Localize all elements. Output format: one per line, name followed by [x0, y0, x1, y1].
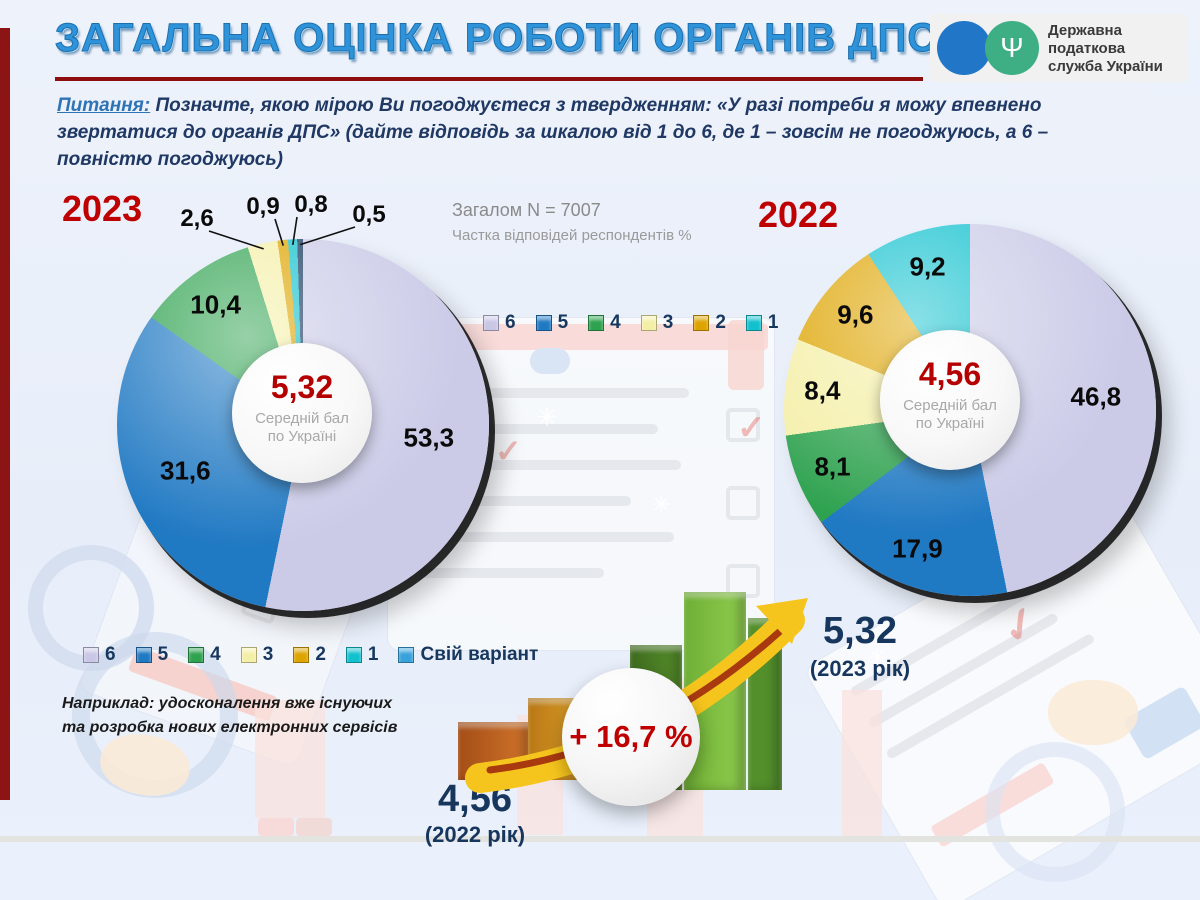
callout-lines [208, 216, 356, 250]
snowflake-icon: ✳ [652, 492, 671, 517]
sample-size: Загалом N = 7007 [452, 200, 601, 220]
legend-swatch-icon [640, 315, 657, 331]
average-score-label: Середній бал по Україні [903, 397, 997, 432]
legend-item: 6 [83, 644, 116, 666]
legend-item: Свій варіант [398, 644, 538, 666]
legend-label: 2 [315, 644, 326, 665]
legend-label: 5 [557, 312, 569, 333]
legend-item: 3 [240, 644, 274, 666]
legend-item: 2 [693, 312, 726, 334]
logo: Ψ Державна податкова служба України [930, 14, 1188, 82]
legend-item: 5 [135, 644, 169, 666]
snowflake-icon: ✳ [536, 402, 558, 432]
slice-value-label: 17,9 [892, 533, 943, 564]
score-2022-caption: (2022 рік) [424, 822, 526, 847]
legend-top: 6 5 4 3 2 1 [483, 312, 798, 334]
trident-icon: Ψ [985, 21, 1039, 75]
legend-swatch-icon [535, 315, 552, 331]
hand-illustration [1048, 680, 1138, 745]
legend-item: 4 [188, 644, 221, 666]
average-score-value: 5,32 [270, 369, 334, 405]
legend-swatch-icon [693, 315, 710, 331]
legend-swatch-icon [135, 647, 152, 663]
background-shape [296, 818, 332, 836]
legend-swatch-icon [398, 647, 415, 663]
legend-swatch-icon [83, 647, 99, 663]
pie-chart-2023: 5,32 Середній бал по Україні 53,3 31,6 10,… [117, 191, 489, 611]
legend-swatch-icon [240, 647, 257, 663]
legend-item: 2 [293, 644, 326, 666]
note-text: Наприклад: удосконалення вже існуючих та… [62, 695, 398, 736]
legend-swatch-icon [483, 315, 499, 331]
logo-line: Державна [1048, 22, 1122, 39]
checkmark-icon: ✓ [495, 433, 522, 469]
left-accent-bar [0, 28, 10, 800]
logo-line: податкова [1048, 40, 1126, 57]
legend-label: 4 [610, 312, 621, 333]
background-shape [530, 348, 570, 374]
legend-item: 1 [745, 312, 779, 334]
year-label-2022: 2022 [758, 194, 839, 235]
slice-callout-label: 0,5 [352, 201, 386, 228]
average-score-badge-2023: 5,32 Середній бал по Україні [232, 343, 372, 483]
slice-value-label: 9,2 [909, 251, 946, 282]
gear-icon [985, 742, 1125, 882]
legend-swatch-icon [293, 647, 310, 663]
legend-label: 4 [210, 644, 221, 665]
year-label-2023: 2023 [62, 188, 143, 229]
unit-label: Частка відповідей респондентів % [452, 227, 692, 244]
legend-label: 5 [157, 644, 169, 665]
legend-item: 4 [588, 312, 621, 334]
checkmark-icon: ✓ [737, 409, 766, 447]
logo-text: Державна податкова служба України [1048, 22, 1163, 76]
background-shape [258, 818, 294, 836]
slice-value-label: 10,4 [190, 289, 241, 320]
delta-badge: + 16,7 % [562, 668, 700, 806]
checkmark-icon: ✓ [992, 595, 1049, 656]
legend-label: 1 [767, 312, 779, 333]
legend-bottom: 6 5 4 3 2 1 Свій варіант [83, 644, 558, 666]
legend-item: 5 [535, 312, 569, 334]
legend-label: 3 [262, 644, 274, 665]
delta-value: + 16,7 % [569, 719, 693, 754]
pie-chart-2022: 4,56 Середній бал по Україні 46,8 17,9 8,1… [784, 224, 1156, 596]
slice-value-label: 53,3 [403, 422, 455, 453]
legend-label: 2 [715, 312, 726, 333]
slice-callout-label: 0,9 [246, 193, 280, 220]
legend-label: 6 [505, 312, 516, 333]
legend-swatch-icon [188, 647, 205, 663]
slice-callout-label: 0,8 [294, 191, 328, 218]
legend-item: 1 [345, 644, 379, 666]
legend-label: 1 [367, 644, 379, 665]
page-title: ЗАГАЛЬНА ОЦІНКА РОБОТИ ОРГАНІВ ДПС [54, 16, 938, 61]
legend-label: 6 [105, 644, 116, 665]
slice-value-label: 9,6 [837, 299, 874, 330]
slice-value-label: 8,4 [804, 375, 841, 406]
legend-item: 3 [640, 312, 674, 334]
legend-label: Свій варіант [420, 644, 539, 665]
legend-swatch-icon [588, 315, 605, 331]
score-2023-caption: (2023 рік) [809, 656, 911, 681]
logo-blue-circle-icon [937, 21, 991, 75]
logo-line: служба України [1048, 58, 1163, 75]
question-text: Питання: Позначте, якою мірою Ви погоджу… [57, 92, 1117, 173]
slice-value-label: 46,8 [1070, 381, 1122, 412]
legend-item: 6 [483, 312, 516, 334]
question-label: Питання: [57, 95, 151, 116]
average-score-label: Середній бал по Україні [255, 410, 349, 445]
average-score-value: 4,56 [918, 356, 982, 392]
slice-value-label: 8,1 [814, 451, 851, 482]
average-score-badge-2022: 4,56 Середній бал по Україні [880, 330, 1020, 470]
question-body: Позначте, якою мірою Ви погоджуєтеся з т… [57, 95, 1049, 170]
score-2023: 5,32 [823, 610, 897, 652]
legend-swatch-icon [345, 647, 362, 663]
slice-callout-label: 2,6 [180, 205, 214, 232]
legend-label: 3 [662, 312, 674, 333]
title-underline [55, 77, 923, 81]
slice-value-label: 31,6 [159, 455, 211, 486]
legend-swatch-icon [745, 315, 762, 331]
